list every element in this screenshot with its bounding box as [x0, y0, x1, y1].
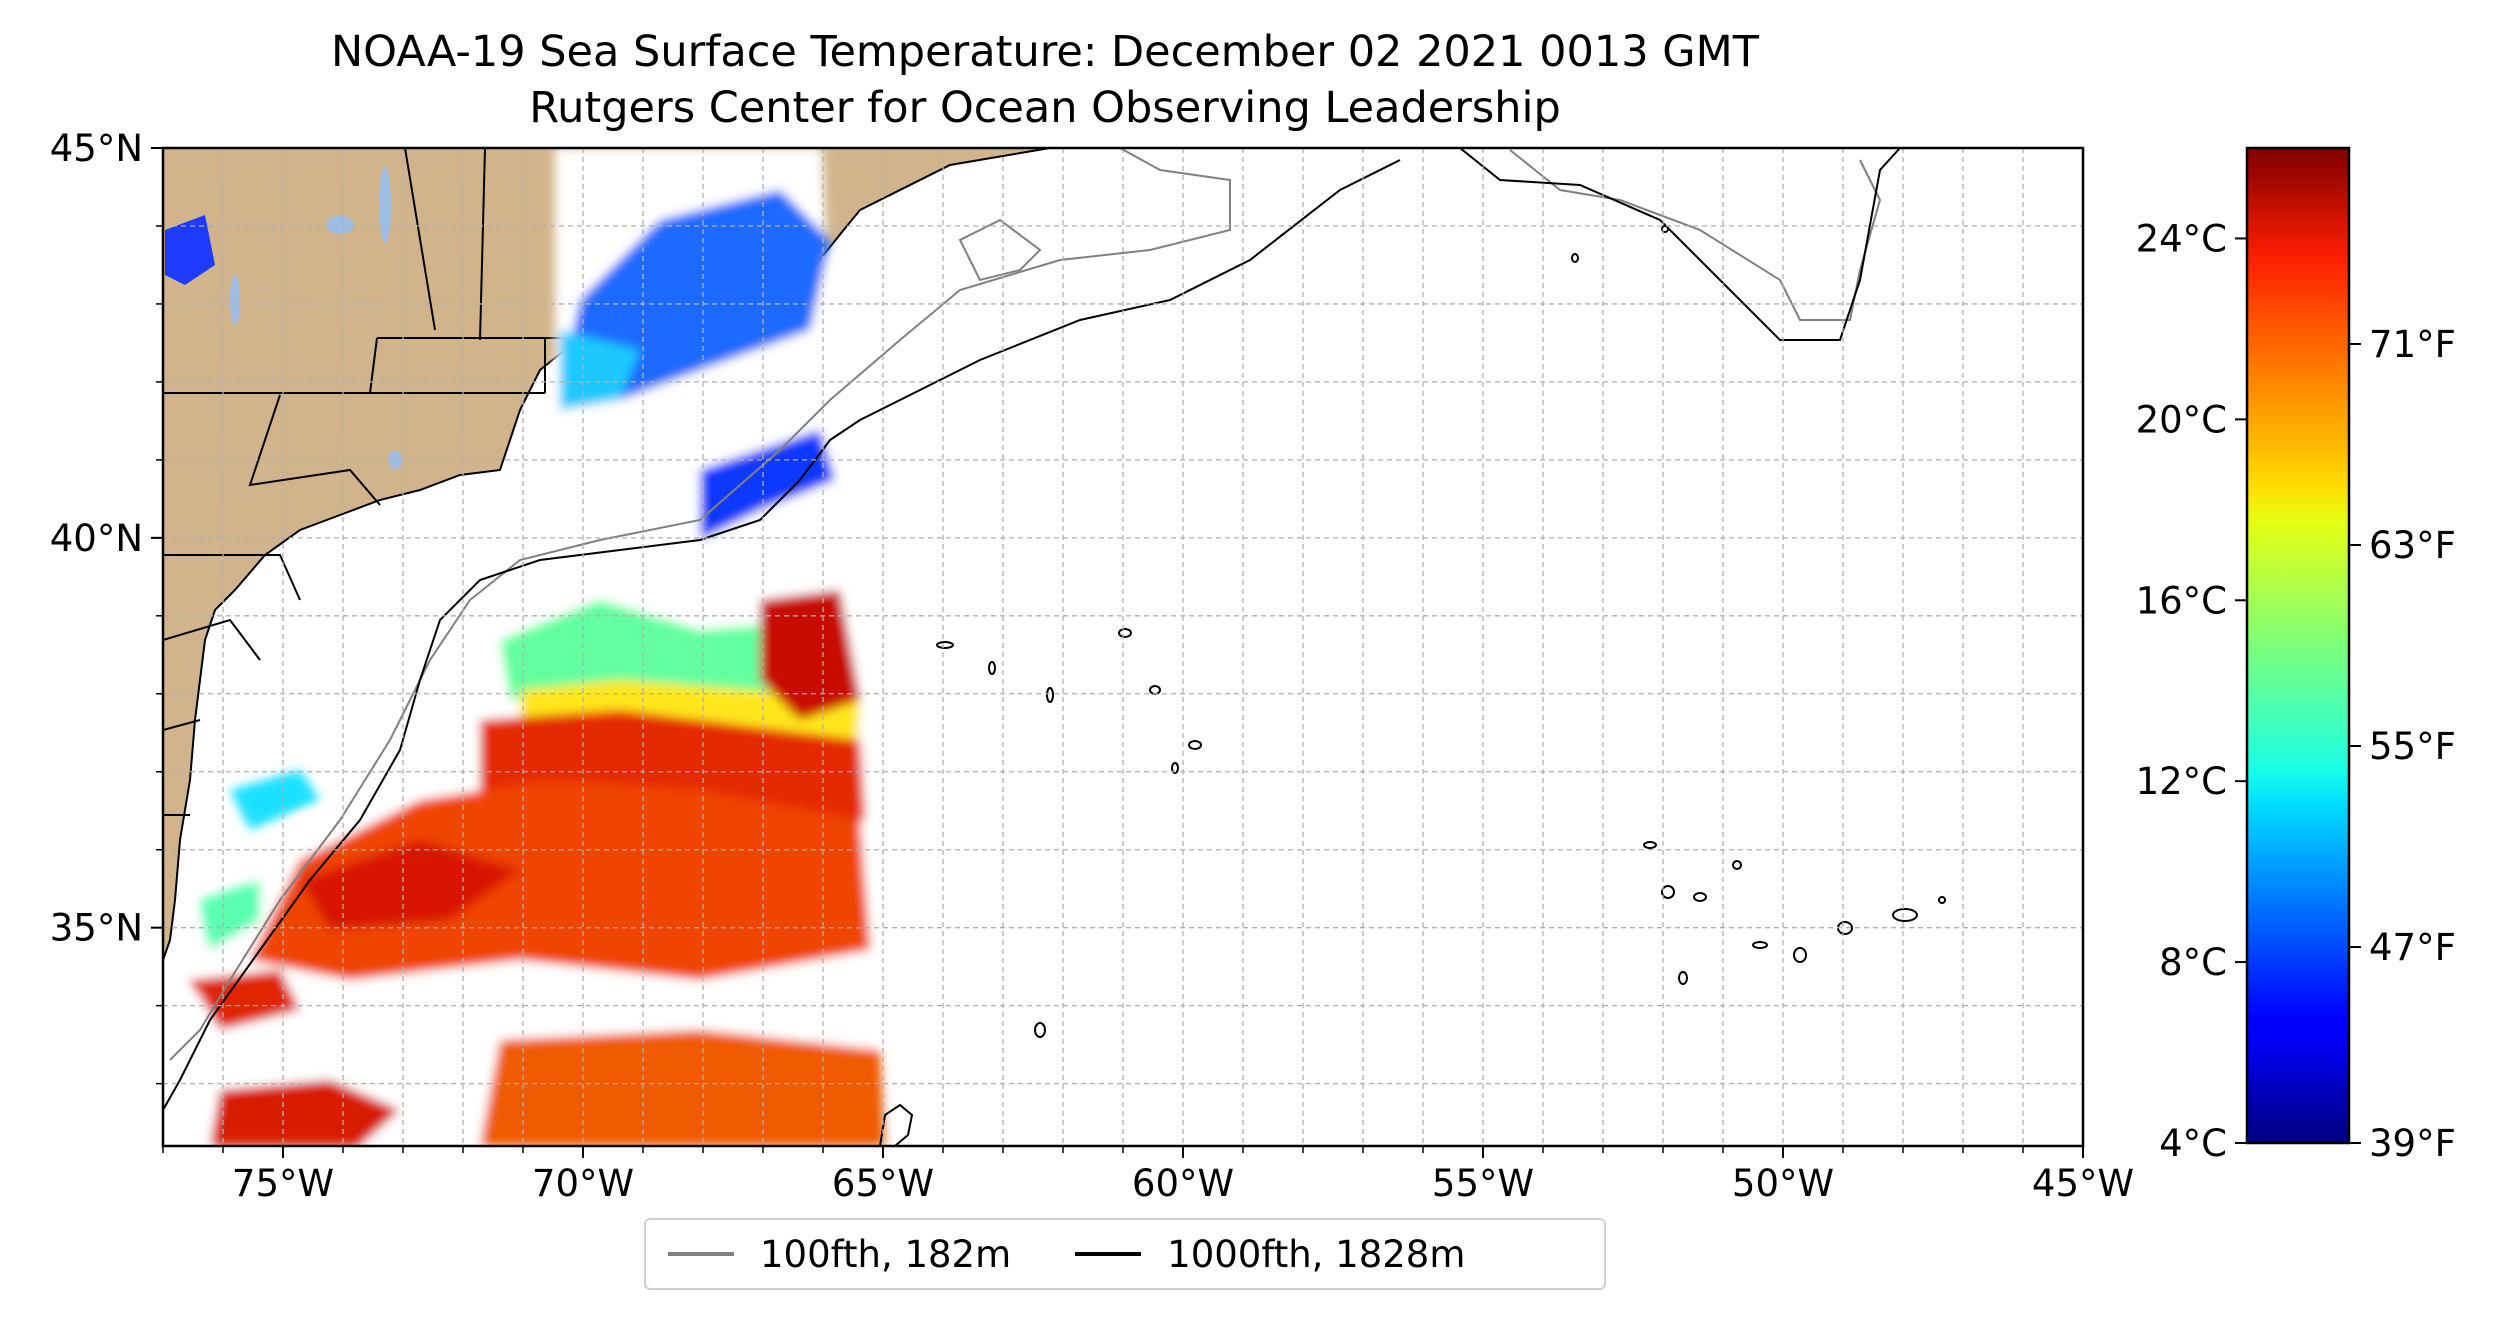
celsius-tick-label: 12°C	[2136, 760, 2227, 803]
fahrenheit-tick-label: 63°F	[2369, 524, 2456, 567]
lon-tick-label: 75°W	[232, 1162, 334, 1205]
map-area	[163, 148, 2083, 1146]
state-borders	[163, 148, 620, 816]
seamounts	[879, 225, 1946, 1146]
colorbar-frame	[2245, 146, 2351, 1145]
colorbar	[2247, 148, 2349, 1143]
lon-tick-label: 60°W	[1132, 1162, 1234, 1205]
celsius-tick-label: 8°C	[2159, 941, 2227, 984]
lat-tick-label: 40°N	[50, 517, 143, 560]
legend-swatch-1000fth	[1075, 1252, 1142, 1256]
lon-tick-label: 45°W	[2032, 1162, 2134, 1205]
legend-item-100fth: 100fth, 182m	[668, 1233, 1011, 1276]
celsius-tick-label: 24°C	[2136, 217, 2227, 260]
lat-tick-label: 35°N	[50, 907, 143, 950]
legend-swatch-100fth	[668, 1252, 734, 1256]
map-axes: 75°W 70°W 65°W 60°W 55°W 50°W 45°W 45°N 40°N 35°N	[50, 127, 2134, 1205]
lon-tick-label: 70°W	[532, 1162, 634, 1205]
fahrenheit-tick-label: 39°F	[2369, 1122, 2456, 1165]
isobath-100fth	[169, 148, 1231, 1061]
legend-label-1000fth: 1000fth, 1828m	[1167, 1232, 1466, 1276]
fahrenheit-tick-label: 47°F	[2369, 926, 2456, 969]
lakes	[230, 167, 402, 469]
celsius-tick-label: 16°C	[2136, 579, 2227, 622]
map-subtitle: Rutgers Center for Ocean Observing Leade…	[529, 83, 1561, 133]
lon-tick-label: 65°W	[832, 1162, 934, 1205]
lon-tick-label: 50°W	[1732, 1162, 1834, 1205]
contour-legend: 100fth, 182m 1000fth, 1828m	[644, 1218, 1606, 1290]
legend-item-1000fth: 1000fth, 1828m	[1075, 1233, 1465, 1276]
colorbar-ticks: 24°C 20°C 16°C 12°C 8°C 4°C 71°F 63°F 55°F 47°F 39…	[2136, 217, 2456, 1165]
map-title: NOAA-19 Sea Surface Temperature: Decembe…	[331, 27, 1759, 77]
fahrenheit-tick-label: 55°F	[2369, 725, 2456, 768]
celsius-tick-label: 4°C	[2159, 1122, 2227, 1165]
isobath-100fth-gom	[958, 149, 1882, 321]
legend-label-100fth: 100fth, 182m	[760, 1232, 1012, 1276]
lon-tick-label: 55°W	[1432, 1162, 1534, 1205]
lat-tick-label: 45°N	[50, 127, 143, 170]
isobath-1000fth	[163, 148, 1901, 1111]
sst-inland-patch	[165, 215, 215, 285]
graticule	[163, 148, 2083, 1146]
fahrenheit-tick-label: 71°F	[2369, 323, 2456, 366]
celsius-tick-label: 20°C	[2136, 398, 2227, 441]
